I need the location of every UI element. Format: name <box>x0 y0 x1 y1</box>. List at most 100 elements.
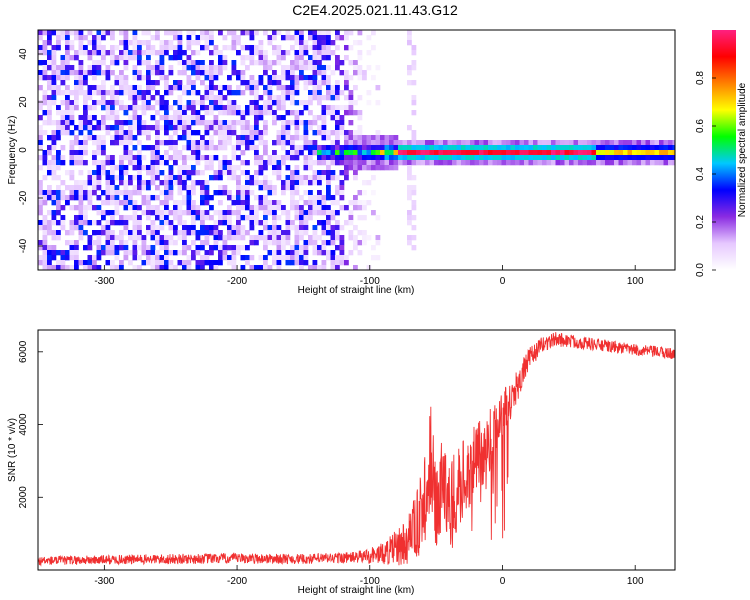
heatmap-cell <box>375 160 381 166</box>
heatmap-cell <box>240 215 246 221</box>
heatmap-cell <box>101 215 106 221</box>
heatmap-cell <box>348 30 354 36</box>
heatmap-cell <box>245 245 250 251</box>
heatmap-cell <box>596 145 601 151</box>
heatmap-cell <box>132 160 138 166</box>
heatmap-cell <box>303 250 309 256</box>
heatmap-cell <box>101 125 106 131</box>
heatmap-cell <box>236 230 241 236</box>
heatmap-cell <box>227 210 232 216</box>
heatmap-cell <box>326 95 331 101</box>
heatmap-cell <box>294 120 300 126</box>
heatmap-cell <box>186 55 192 61</box>
heatmap-cell <box>546 155 552 161</box>
heatmap-cell <box>312 150 318 156</box>
heatmap-cell <box>150 45 156 51</box>
heatmap-cell <box>114 175 120 181</box>
heatmap-cell <box>231 35 237 41</box>
heatmap-cell <box>276 100 282 106</box>
heatmap-cell <box>182 130 187 136</box>
heatmap-cell <box>299 120 304 126</box>
heatmap-cell <box>132 155 138 161</box>
heatmap-cell <box>146 205 151 211</box>
heatmap-cell <box>128 55 133 61</box>
heatmap-cell <box>294 110 300 116</box>
heatmap-cell <box>56 70 61 76</box>
heatmap-cell <box>245 185 250 191</box>
heatmap-cell <box>353 235 358 241</box>
heatmap-cell <box>105 250 111 256</box>
heatmap-cell <box>231 145 237 151</box>
heatmap-cell <box>132 200 138 206</box>
heatmap-cell <box>348 90 354 96</box>
heatmap-cell <box>150 70 156 76</box>
heatmap-cell <box>249 35 255 41</box>
heatmap-cell <box>429 140 435 146</box>
heatmap-cell <box>321 150 327 156</box>
heatmap-cell <box>411 175 417 181</box>
heatmap-cell <box>312 115 318 121</box>
heatmap-cell <box>42 110 48 116</box>
heatmap-cell <box>263 255 268 261</box>
heatmap-cell <box>227 100 232 106</box>
heatmap-cell <box>267 180 273 186</box>
heatmap-cell <box>191 110 196 116</box>
heatmap-cell <box>258 185 264 191</box>
heatmap-cell <box>650 140 655 146</box>
heatmap-cell <box>497 155 502 161</box>
heatmap-cell <box>348 45 354 51</box>
heatmap-cell <box>326 45 331 51</box>
heatmap-cell <box>438 160 444 166</box>
snr-x-tick-label: 100 <box>627 576 644 587</box>
colorbar-tick-label: 0.6 <box>695 119 706 133</box>
heatmap-cell <box>312 265 318 270</box>
heatmap-cell <box>272 230 277 236</box>
heatmap-cell <box>258 105 264 111</box>
heatmap-cell <box>276 75 282 81</box>
heatmap-cell <box>573 145 579 151</box>
heatmap-cell <box>164 200 169 206</box>
heatmap-cell <box>249 60 255 66</box>
heatmap-cell <box>317 180 322 186</box>
heatmap-cell <box>209 40 214 46</box>
heatmap-cell <box>114 95 120 101</box>
heatmap-cell <box>110 230 115 236</box>
heatmap-cell <box>362 145 367 151</box>
heatmap-cell <box>74 190 79 196</box>
heatmap-cell <box>186 140 192 146</box>
heatmap-cell <box>177 180 183 186</box>
heatmap-cell <box>182 65 187 71</box>
heatmap-cell <box>60 65 66 71</box>
heatmap-cell <box>96 60 102 66</box>
heatmap-cell <box>119 75 124 81</box>
heatmap-cell <box>168 185 174 191</box>
heatmap-cell <box>335 225 340 231</box>
heatmap-cell <box>263 55 268 61</box>
heatmap-cell <box>195 100 201 106</box>
heatmap-cell <box>191 205 196 211</box>
heatmap-cell <box>236 205 241 211</box>
heatmap-cell <box>74 185 79 191</box>
heatmap-cell <box>569 150 574 156</box>
heatmap-cell <box>321 115 327 121</box>
heatmap-cell <box>263 70 268 76</box>
heatmap-cell <box>83 105 88 111</box>
heatmap-cell <box>510 140 516 146</box>
heatmap-cell <box>393 135 399 141</box>
heatmap-cell <box>159 240 165 246</box>
heatmap-cell <box>357 125 363 131</box>
heatmap-cell <box>600 155 606 161</box>
heatmap-cell <box>159 125 165 131</box>
colorbar-gradient <box>712 30 736 270</box>
heatmap-cell <box>114 185 120 191</box>
heatmap-cell <box>236 200 241 206</box>
heatmap-cell <box>429 150 435 156</box>
heatmap-cell <box>326 185 331 191</box>
heatmap-cell <box>186 165 192 171</box>
heatmap-cell <box>186 205 192 211</box>
heatmap-cell <box>254 130 259 136</box>
heatmap-cell <box>465 140 471 146</box>
heatmap-cell <box>249 240 255 246</box>
heatmap-cell <box>357 190 363 196</box>
heatmap-cell <box>254 85 259 91</box>
